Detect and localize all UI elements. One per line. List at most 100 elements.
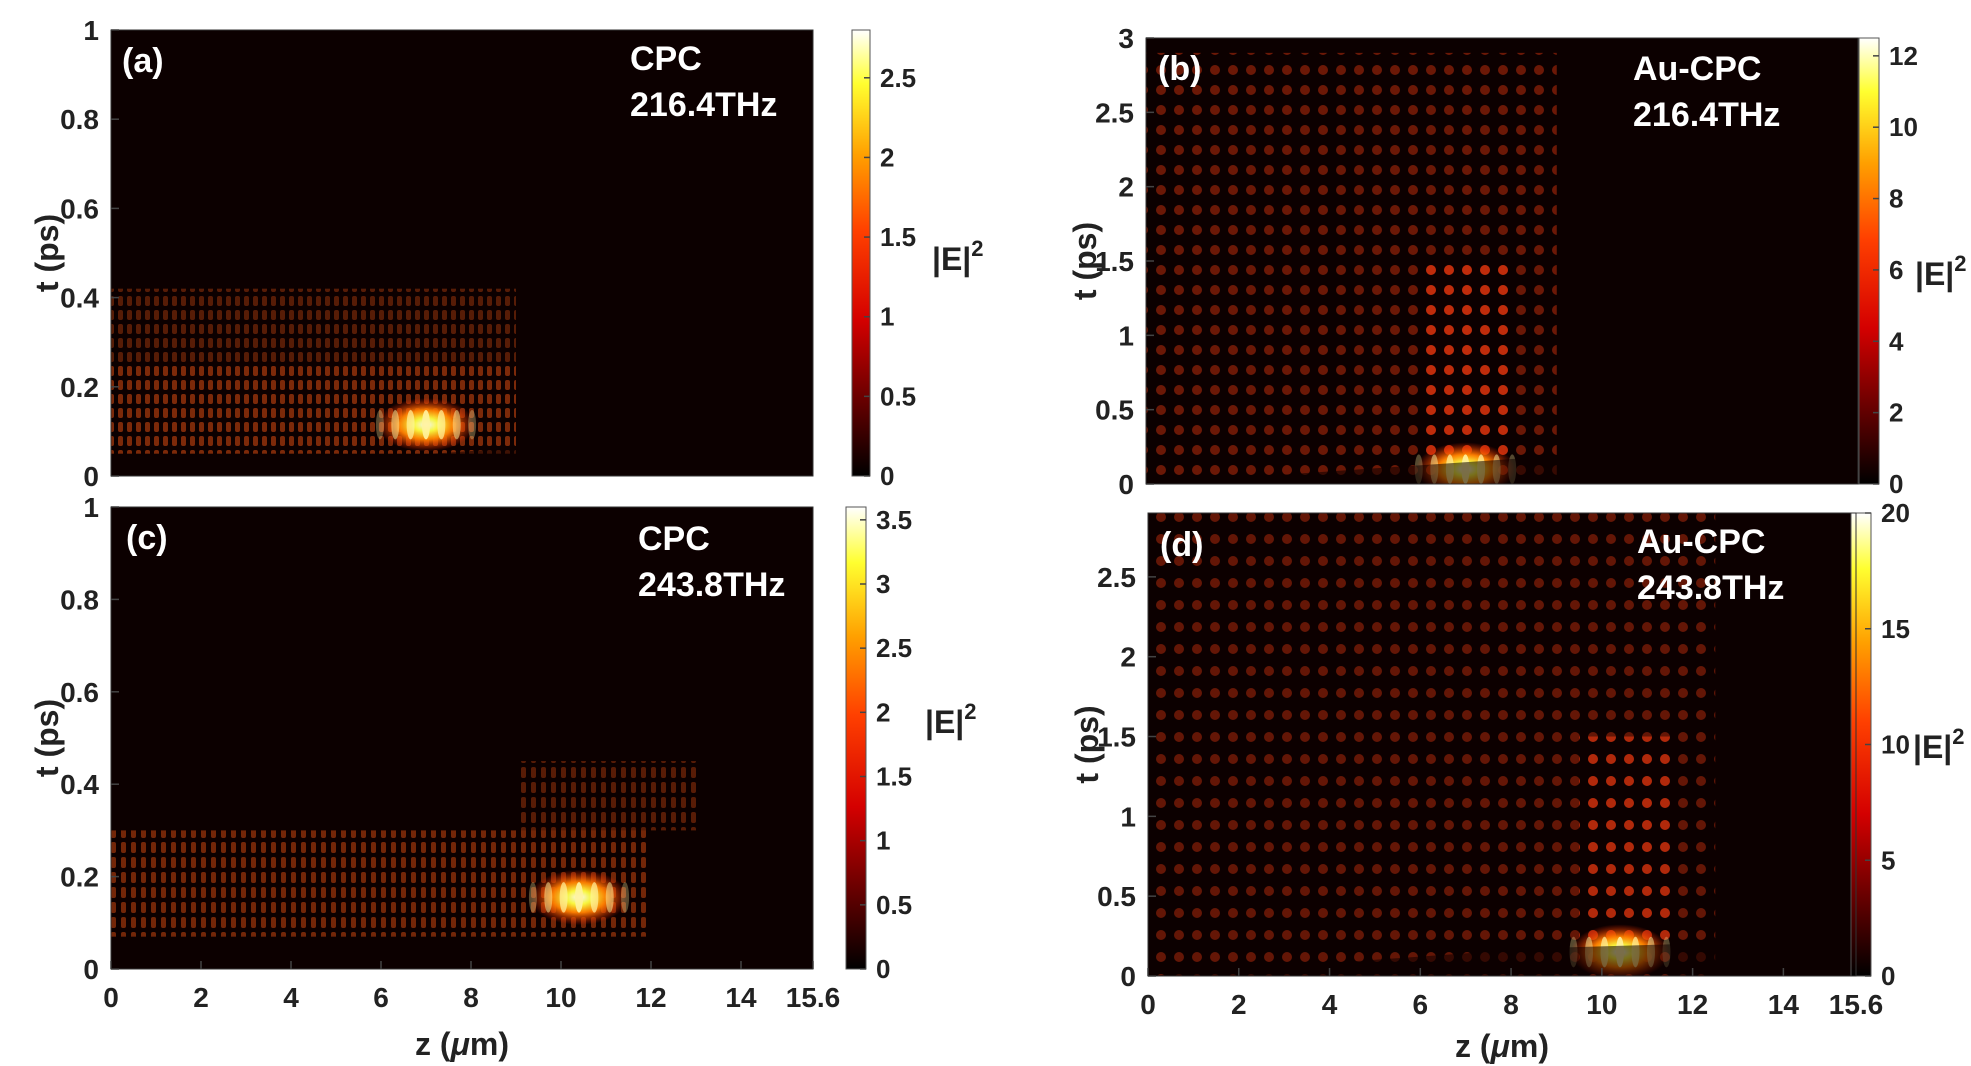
- colorbar-tick-label: 6: [1889, 255, 1903, 285]
- xtick-label: 8: [463, 982, 479, 1013]
- ytick-label: 0.5: [1097, 881, 1136, 912]
- xlabel-right: z (μm): [1455, 1028, 1549, 1064]
- peak-fringe: [575, 882, 583, 913]
- heatmap-field: [111, 288, 813, 476]
- ytick-label: 2.5: [1097, 562, 1136, 593]
- colorbar-tick-label: 4: [1889, 326, 1904, 356]
- xtick-label: 12: [635, 982, 666, 1013]
- panel-a: 0 0.2 0.4 0.6 0.8 1 t (ps) (a) CPC 216.4THz 0 0.5 1 1…: [29, 15, 984, 492]
- colorbar-tick-label: 15: [1881, 614, 1910, 644]
- colorbar-label-sup: 2: [1952, 724, 1964, 749]
- colorbar-label-base: |E|: [1915, 256, 1954, 292]
- ytick-label: 1: [1118, 320, 1134, 351]
- colorbar: [845, 506, 867, 970]
- ytick-label: 0.4: [60, 769, 99, 800]
- colorbar-tick-label: 2: [876, 697, 890, 727]
- colorbar-tick-label: 1: [876, 826, 890, 856]
- colorbar-tick-label: 1.5: [880, 222, 916, 252]
- peak-fringe: [391, 409, 400, 440]
- colorbar-tick-label: 10: [1881, 730, 1910, 760]
- pulse-front-shadow: [1148, 938, 1856, 976]
- ytick-label: 0.5: [1095, 395, 1134, 426]
- plot-frame: [1145, 37, 1859, 485]
- xtick-label: 2: [1231, 989, 1247, 1020]
- colorbar-label: |E|2: [1915, 251, 1967, 292]
- ytick-label: 1: [83, 492, 99, 523]
- colorbar-tick-label: 3.5: [876, 505, 912, 535]
- peak-fringe: [621, 882, 630, 913]
- xtick-label: 6: [1413, 989, 1429, 1020]
- colorbar-label: |E|2: [925, 699, 977, 740]
- colorbar-tick-label: 5: [1881, 845, 1895, 875]
- fringe-band-2: [516, 761, 696, 831]
- xtick-label: 6: [373, 982, 389, 1013]
- ylabel: t (ps): [29, 699, 65, 777]
- peak-fringe: [605, 882, 614, 913]
- pulse-front-shadow: [111, 932, 813, 969]
- colorbar-tick-label: 8: [1889, 184, 1903, 214]
- colorbar: [1858, 37, 1880, 485]
- colorbar-tick-label: 2: [880, 142, 894, 172]
- ytick-label: 1.5: [1097, 722, 1136, 753]
- ytick-label: 0.8: [60, 584, 99, 615]
- peak-fringe: [422, 409, 430, 440]
- colorbar-label-base: |E|: [925, 704, 964, 740]
- ytick-label: 0.2: [60, 372, 99, 403]
- xtick-label: 4: [283, 982, 299, 1013]
- ytick-label: 2.5: [1095, 97, 1134, 128]
- colorbar-tick-label: 2.5: [880, 63, 916, 93]
- panel-label: (c): [126, 519, 168, 557]
- colorbar-tick-label: 0: [1881, 961, 1895, 991]
- ytick-label: 0.2: [60, 862, 99, 893]
- peak-fringe: [406, 409, 415, 440]
- xtick-label: 2: [193, 982, 209, 1013]
- ytick-label: 1.5: [1095, 246, 1134, 277]
- colorbar-tick-label: 3: [876, 569, 890, 599]
- panel-title-frequency: 216.4THz: [630, 86, 777, 124]
- plot-frame: [1147, 512, 1857, 977]
- colorbar-tick-label: 0.5: [876, 890, 912, 920]
- peak-fringe: [375, 409, 384, 440]
- xtick-label: 10: [1586, 989, 1617, 1020]
- ytick-label: 0: [1120, 961, 1136, 992]
- heatmap-field: [1146, 52, 1858, 484]
- xtick-label: 12: [1677, 989, 1708, 1020]
- pulse-front-shadow: [1146, 448, 1858, 484]
- peak-fringe: [437, 409, 446, 440]
- ylabel: t (ps): [29, 214, 65, 292]
- peak-fringe: [559, 882, 568, 913]
- peak-fringe: [590, 882, 599, 913]
- panel-label: (d): [1160, 526, 1203, 564]
- panel-label: (a): [122, 42, 164, 80]
- panel-title-material: Au-CPC: [1633, 50, 1761, 88]
- colorbar-label-base: |E|: [932, 241, 971, 277]
- panel-title-material: CPC: [638, 520, 710, 558]
- colorbar-tick-label: 0: [880, 461, 894, 491]
- colorbar-tick-label: 10: [1889, 112, 1918, 142]
- ytick-label: 0.8: [60, 104, 99, 135]
- ytick-label: 1: [1120, 801, 1136, 832]
- ytick-label: 0.4: [60, 283, 99, 314]
- ytick-label: 0: [1118, 469, 1134, 500]
- pulse-front-shadow: [111, 440, 813, 476]
- xtick-label: 0: [103, 982, 119, 1013]
- peak-fringe: [452, 409, 461, 440]
- colorbar-tick-label: 0: [876, 954, 890, 984]
- colorbar-tick-label: 12: [1889, 41, 1918, 71]
- colorbar-tick-label: 1: [880, 302, 894, 332]
- fringe-band-2: [111, 288, 516, 365]
- ytick-label: 0.6: [60, 193, 99, 224]
- colorbar-label-sup: 2: [1954, 251, 1966, 276]
- panel-b: 0 0.5 1 1.5 2 2.5 3 t (ps) (b) Au-CPC 216.4THz 0 2 4 6…: [1067, 23, 1967, 500]
- colorbar-tick-label: 2.5: [876, 633, 912, 663]
- ytick-label: 2: [1120, 642, 1136, 673]
- xtick-label: 15.6: [786, 982, 841, 1013]
- peak-fringe: [528, 882, 537, 913]
- colorbar-label-sup: 2: [964, 699, 976, 724]
- xtick-label: 15.6: [1829, 989, 1884, 1020]
- xtick-label: 10: [545, 982, 576, 1013]
- peak-fringe: [468, 409, 477, 440]
- panel-label: (b): [1158, 50, 1201, 88]
- panel-title-material: CPC: [630, 40, 702, 78]
